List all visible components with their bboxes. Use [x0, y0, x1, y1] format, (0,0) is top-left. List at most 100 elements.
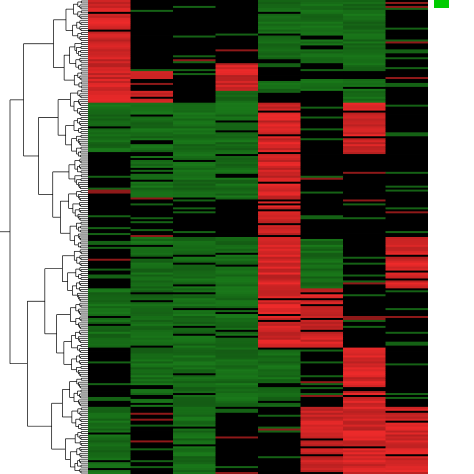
heatmap-cell	[88, 402, 131, 406]
heatmap-cell	[88, 217, 131, 220]
heatmap-cell	[130, 337, 174, 341]
heatmap-cell	[258, 337, 301, 341]
heatmap-cell	[300, 51, 344, 54]
heatmap-cell	[130, 416, 174, 420]
heatmap-cell	[173, 161, 216, 165]
heatmap-cell	[173, 367, 216, 370]
heatmap-cell	[130, 201, 174, 204]
heatmap-cell	[88, 185, 131, 189]
heatmap-cell	[215, 126, 259, 129]
heatmap-cell	[343, 11, 386, 15]
heatmap-cell	[88, 436, 131, 439]
heatmap-cell	[88, 270, 131, 273]
heatmap-cell	[385, 37, 428, 40]
heatmap-cell	[215, 57, 259, 60]
heatmap-cell	[88, 246, 131, 250]
heatmap-cell	[300, 203, 344, 206]
heatmap-cell	[173, 316, 216, 319]
heatmap-cell	[215, 410, 259, 414]
heatmap-cell	[385, 365, 428, 368]
heatmap-cell	[300, 217, 344, 220]
heatmap-cell	[130, 347, 174, 350]
heatmap-cell	[173, 80, 216, 84]
heatmap-cell	[215, 150, 259, 153]
heatmap-cell	[343, 365, 386, 368]
heatmap-cell	[173, 458, 216, 461]
heatmap-cell	[173, 140, 216, 143]
heatmap-cell	[215, 312, 259, 315]
heatmap-cell	[130, 278, 174, 281]
heatmap-cell	[173, 456, 216, 459]
heatmap-cell	[173, 92, 216, 96]
heatmap-cell	[300, 290, 344, 293]
heatmap-cell	[215, 355, 259, 358]
heatmap-cell	[385, 434, 428, 437]
heatmap-cell	[173, 183, 216, 187]
heatmap-cell	[215, 404, 259, 408]
heatmap-cell	[173, 339, 216, 343]
heatmap-cell	[300, 432, 344, 435]
heatmap-cell	[343, 391, 386, 394]
heatmap-cell	[215, 225, 259, 228]
heatmap-cell	[258, 292, 301, 295]
heatmap-cell	[88, 235, 131, 238]
heatmap-cell	[215, 136, 259, 139]
heatmap-cell	[343, 227, 386, 230]
heatmap-cell	[258, 398, 301, 402]
heatmap-cell	[88, 355, 131, 358]
heatmap-cell	[215, 304, 259, 307]
heatmap-cell	[173, 412, 216, 416]
heatmap-cell	[130, 260, 174, 264]
heatmap-cell	[258, 17, 301, 21]
heatmap-cell	[130, 452, 174, 455]
heatmap-cell	[215, 11, 259, 15]
heatmap-cell	[215, 296, 259, 299]
heatmap-cell	[258, 444, 301, 447]
heatmap-cell	[343, 71, 386, 74]
heatmap-cell	[343, 41, 386, 44]
heatmap-cell	[300, 0, 344, 3]
heatmap-cell	[258, 209, 301, 212]
heatmap-cell	[88, 33, 131, 36]
heatmap-cell	[173, 94, 216, 98]
heatmap-cell	[385, 124, 428, 127]
heatmap-cell	[130, 150, 174, 153]
heatmap-cell	[343, 442, 386, 445]
heatmap-cell	[173, 144, 216, 147]
heatmap-cell	[130, 77, 174, 80]
heatmap-cell	[300, 456, 344, 459]
heatmap-cell	[173, 438, 216, 441]
heatmap-cell	[385, 65, 428, 68]
heatmap-cell	[130, 436, 174, 439]
heatmap-cell	[258, 19, 301, 23]
heatmap-cell	[215, 369, 259, 372]
heatmap-cell	[130, 304, 174, 307]
heatmap-cell	[343, 438, 386, 441]
heatmap-cell	[300, 395, 344, 398]
heatmap-cell	[88, 31, 131, 34]
heatmap-cell	[300, 434, 344, 437]
heatmap-cell	[343, 154, 386, 157]
heatmap-cell	[343, 256, 386, 260]
heatmap-cell	[258, 312, 301, 315]
heatmap-cell	[343, 316, 386, 319]
heatmap-cell	[88, 298, 131, 301]
heatmap-cell	[130, 448, 174, 451]
heatmap-cell	[300, 161, 344, 165]
heatmap-cell	[343, 418, 386, 422]
heatmap-cell	[130, 428, 174, 431]
heatmap-cell	[385, 367, 428, 370]
heatmap-cell	[173, 112, 216, 115]
heatmap-cell	[385, 349, 428, 352]
heatmap-cell	[173, 221, 216, 224]
heatmap-cell	[173, 268, 216, 271]
heatmap-cell	[173, 452, 216, 455]
heatmap-cell	[258, 110, 301, 113]
heatmap-cell	[173, 17, 216, 21]
heatmap-cell	[385, 231, 428, 234]
heatmap-cell	[385, 7, 428, 11]
heatmap-cell	[88, 191, 131, 194]
heatmap-cell	[385, 460, 428, 463]
heatmap-cell	[385, 282, 428, 285]
heatmap-cell	[258, 290, 301, 293]
